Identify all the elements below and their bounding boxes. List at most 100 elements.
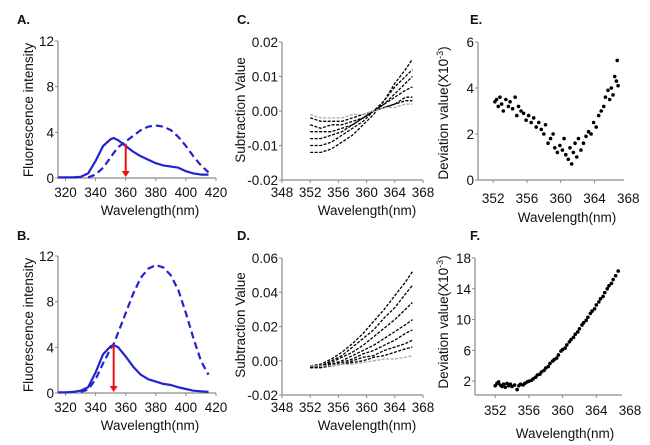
- data-point: [569, 162, 574, 166]
- data-point: [498, 95, 502, 99]
- data-point: [614, 79, 619, 83]
- x-tick-label: 360: [114, 400, 137, 415]
- y-axis-title-d: Subtraction Value: [233, 272, 248, 378]
- series-line-s4: [310, 86, 413, 133]
- y-axis-title-f: Deviation value(X10-3): [435, 255, 451, 388]
- data-point: [609, 281, 614, 286]
- series-line-s1: [310, 58, 413, 154]
- data-point: [501, 109, 506, 113]
- x-tick-label: 380: [145, 400, 168, 415]
- y-tick-label: 4: [46, 125, 54, 140]
- data-point: [602, 290, 607, 295]
- y-tick-label: 10: [456, 313, 471, 328]
- panel-label-f: F.: [470, 228, 480, 243]
- data-point: [606, 88, 610, 93]
- data-point: [543, 123, 548, 127]
- x-tick-label: 356: [516, 191, 539, 206]
- panel-f: 352 356 360 364 368 2 6 10 14 18: [456, 251, 641, 418]
- panel-label-e: E.: [470, 12, 482, 27]
- x-tick-label: 360: [549, 191, 572, 206]
- panel-c: 348 352 356 360 364 368 -0.02 -0.01 0.00 0.01 0.02: [247, 35, 434, 200]
- data-point: [531, 116, 536, 120]
- data-point: [496, 104, 501, 109]
- data-point: [546, 364, 551, 369]
- x-tick-label: 360: [355, 185, 378, 200]
- series-line-s5: [309, 96, 413, 129]
- x-tick-label: 320: [54, 400, 77, 415]
- y-tick-label: 0.06: [252, 251, 278, 266]
- data-point: [571, 335, 576, 340]
- y-tick-label: -0.01: [247, 139, 278, 154]
- data-point: [526, 113, 531, 118]
- data-point: [496, 380, 501, 384]
- x-axis-title-c: Wavelength(nm): [318, 203, 417, 218]
- x-tick-label: 348: [271, 185, 294, 200]
- x-tick-label: 368: [617, 191, 640, 206]
- data-point: [548, 361, 552, 366]
- data-point: [546, 141, 550, 145]
- data-point: [571, 150, 576, 155]
- series-line-d7: [310, 346, 413, 369]
- y-tick-label: 0.02: [252, 35, 278, 50]
- data-point: [515, 113, 519, 118]
- panel-label-a: A.: [17, 12, 30, 27]
- x-tick-label: 400: [175, 185, 198, 200]
- x-tick-label: 364: [384, 400, 407, 415]
- y-axis-title-c: Subtraction Value: [233, 57, 248, 163]
- x-axis-title-f: Wavelength(nm): [516, 426, 615, 441]
- y-tick-label: 0.01: [252, 70, 278, 85]
- data-point: [562, 136, 566, 141]
- y-axis-title-e: Deviation value(X10-3): [435, 46, 451, 179]
- y-tick-label: 2: [463, 374, 471, 389]
- y-axis-title-a: Fluorescence intensity: [21, 43, 36, 178]
- y-axis-title-e-end: ): [436, 46, 451, 51]
- x-tick-label: 356: [518, 403, 541, 418]
- data-point: [590, 309, 594, 313]
- y-tick-label: 0.00: [252, 104, 278, 119]
- data-point: [551, 132, 555, 136]
- y-tick-label: 0: [466, 173, 474, 188]
- data-point: [536, 120, 541, 125]
- data-point: [584, 134, 588, 139]
- data-point: [581, 320, 586, 325]
- data-point: [563, 152, 568, 157]
- x-tick-label: 420: [205, 400, 228, 415]
- data-point: [591, 120, 596, 125]
- data-point: [581, 141, 586, 145]
- data-point: [501, 382, 506, 387]
- y-axis-title-e-sup: -3: [435, 51, 445, 59]
- series-line-d5: [310, 329, 413, 369]
- data-point: [506, 104, 511, 109]
- x-tick-label: 360: [114, 185, 137, 200]
- x-tick-label: 400: [175, 400, 198, 415]
- y-tick-label: 6: [463, 343, 471, 358]
- x-tick-label: 352: [482, 191, 505, 206]
- x-axis-title-e: Wavelength(nm): [518, 210, 617, 225]
- data-point: [508, 100, 512, 104]
- series-line-d6: [310, 339, 413, 369]
- data-point: [573, 332, 578, 336]
- x-tick-label: 368: [619, 403, 642, 418]
- x-axis-title-a: Wavelength(nm): [101, 203, 200, 218]
- y-tick-label: 6: [466, 35, 474, 50]
- data-point: [592, 306, 597, 311]
- x-tick-label: 360: [355, 400, 378, 415]
- y-tick-label: 8: [46, 80, 54, 95]
- data-point: [597, 300, 601, 304]
- y-axis-title-f-sup: -3: [435, 260, 445, 268]
- x-tick-label: 364: [585, 403, 608, 418]
- data-point: [555, 150, 560, 155]
- y-tick-label: -0.02: [247, 173, 278, 188]
- y-tick-label: 0.04: [252, 285, 279, 300]
- data-point: [515, 387, 519, 392]
- y-tick-label: 0: [46, 171, 54, 186]
- data-point: [512, 383, 517, 387]
- panel-e: 352 356 360 364 368 0 2 4 6: [466, 35, 639, 206]
- series-line-dashed: [80, 264, 210, 393]
- y-axis-title-f-end: ): [436, 255, 451, 260]
- x-tick-label: 368: [412, 400, 435, 415]
- x-tick-label: 348: [271, 400, 294, 415]
- x-tick-label: 380: [145, 185, 168, 200]
- data-point: [542, 132, 546, 136]
